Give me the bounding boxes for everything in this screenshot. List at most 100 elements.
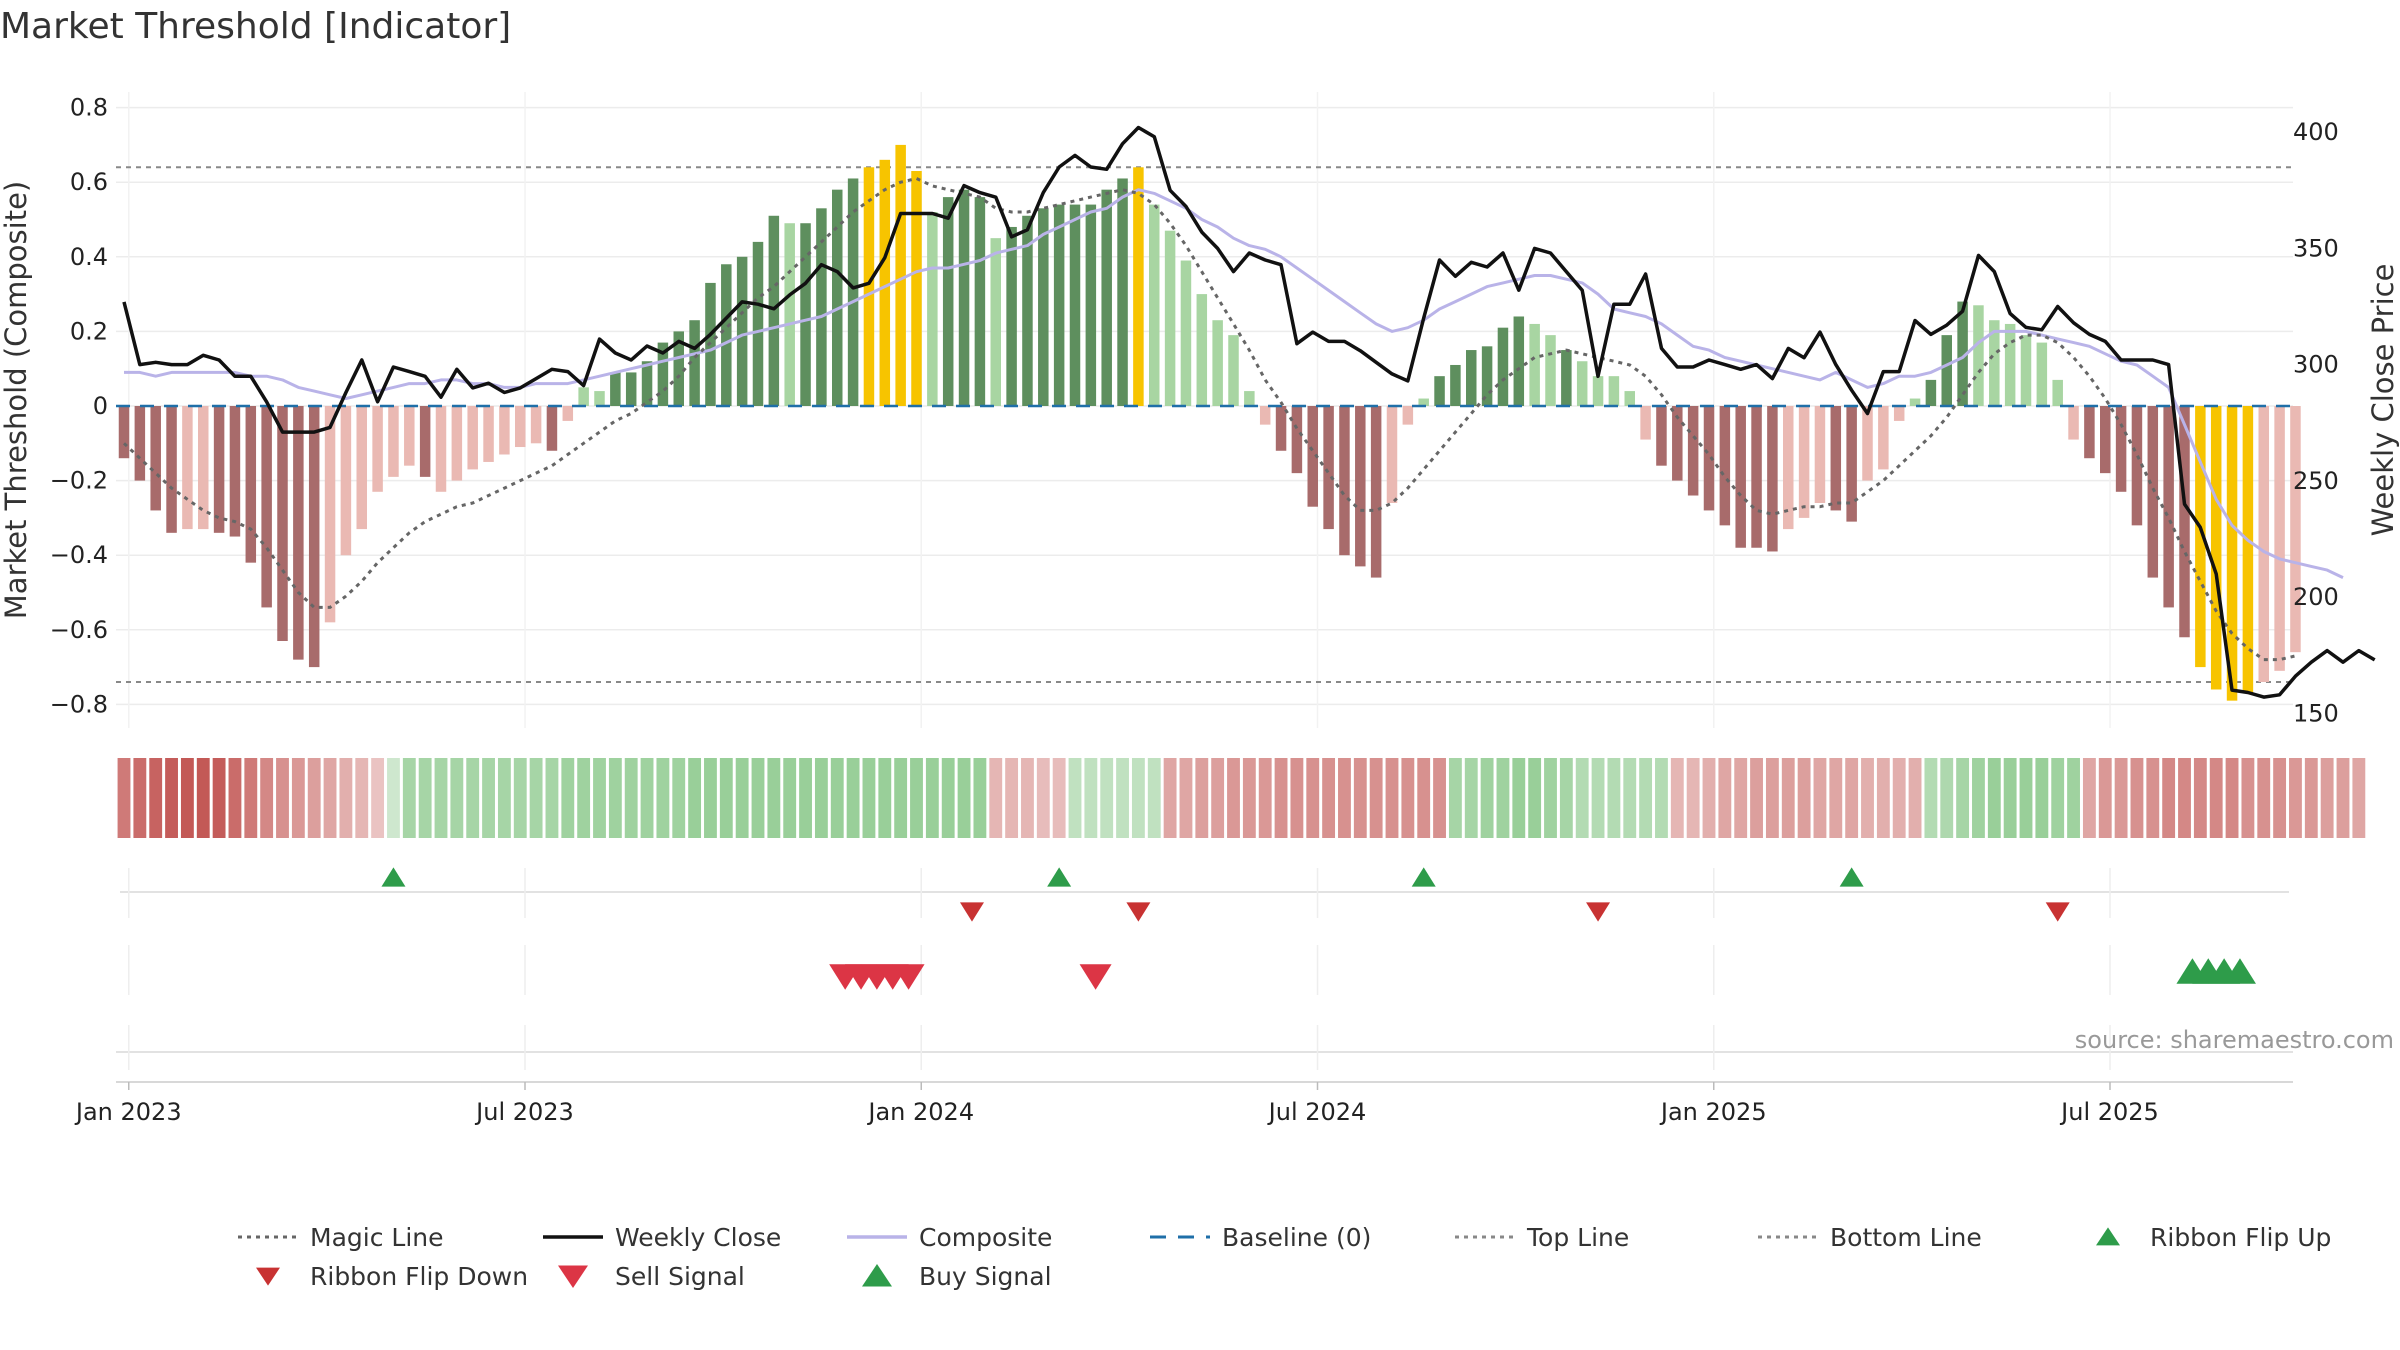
- y-tick-label: 0.4: [70, 243, 108, 271]
- ribbon-cell: [1734, 758, 1748, 838]
- ribbon-cell: [402, 758, 416, 838]
- ribbon-cell: [783, 758, 797, 838]
- chart-title: Market Threshold [Indicator]: [0, 6, 511, 47]
- right-axis-ticks: 400 350 300 250 200 150: [2293, 118, 2339, 727]
- legend-swatch: [256, 1267, 280, 1286]
- histogram-bar: [2163, 406, 2174, 608]
- magic-line-series: [122, 177, 2296, 662]
- weekly-close-series: [122, 125, 2376, 699]
- ribbon-cell: [1829, 758, 1843, 838]
- histogram-bar: [1656, 406, 1667, 466]
- histogram-bar: [1529, 323, 1540, 406]
- histogram-bar: [990, 238, 1001, 406]
- ribbon-cell: [1322, 758, 1336, 838]
- histogram-bar: [293, 406, 304, 660]
- y-tick-label: −0.8: [50, 690, 108, 718]
- ribbon-cell: [862, 758, 876, 838]
- histogram-bar: [1767, 406, 1778, 552]
- left-axis-ticks: 0.8 0.6 0.4 0.2 0 −0.2 −0.4 −0.6 −0.8: [50, 94, 108, 719]
- histogram-bar: [1909, 398, 1921, 406]
- histogram-bar: [546, 406, 558, 451]
- histogram-bar: [2290, 406, 2301, 653]
- ribbon-cell: [2130, 758, 2144, 838]
- legend-label: Baseline (0): [1222, 1223, 1371, 1252]
- y-tick-label: −0.6: [50, 616, 108, 644]
- histogram-bar: [1497, 327, 1509, 406]
- y2-tick-label: 200: [2293, 583, 2339, 611]
- histogram-bar: [974, 197, 986, 406]
- histogram-bar: [1355, 406, 1366, 567]
- histogram-bar: [2115, 406, 2127, 492]
- histogram-bar: [1703, 406, 1715, 511]
- ribbon-cell: [1908, 758, 1922, 838]
- ribbon-cell: [2336, 758, 2350, 838]
- ribbon-cell: [941, 758, 955, 838]
- ribbon-flip-up-marker: [381, 867, 406, 887]
- histogram-bar: [388, 406, 399, 477]
- ribbon-cell: [1274, 758, 1288, 838]
- histogram-bar: [134, 406, 146, 481]
- histogram-bar: [1180, 260, 1192, 406]
- right-axis-label: Weekly Close Price: [2366, 264, 2400, 537]
- ribbon-flip-down-marker: [959, 902, 984, 922]
- legend-label: Top Line: [1526, 1223, 1629, 1252]
- histogram-bar: [1941, 335, 1952, 406]
- histogram-bar: [1117, 178, 1128, 406]
- histogram-bar: [245, 406, 257, 563]
- histogram-bar: [1164, 230, 1176, 406]
- ribbon-cell: [1845, 758, 1859, 838]
- histogram-bar: [150, 406, 161, 511]
- histogram-bar: [1386, 406, 1398, 503]
- ribbon-flip-up-marker: [1411, 867, 1436, 887]
- histogram-bar: [1466, 350, 1477, 406]
- ribbon-cell: [1068, 758, 1082, 838]
- ribbon-cell: [1765, 758, 1779, 838]
- ribbon-cell: [1940, 758, 1954, 838]
- x-tick-label: Jan 2023: [74, 1098, 182, 1126]
- histogram-bar: [1624, 391, 1635, 406]
- histogram-bar: [1339, 406, 1350, 556]
- ribbon-cell: [925, 758, 939, 838]
- ribbon-cell: [2051, 758, 2065, 838]
- ribbon-cell: [2114, 758, 2128, 838]
- histogram-bar: [2210, 406, 2222, 690]
- histogram-bar: [1450, 364, 1461, 406]
- ribbon-cell: [2035, 758, 2049, 838]
- ribbon-cell: [1353, 758, 1367, 838]
- ribbon-flip-down-marker: [1586, 902, 1611, 922]
- ribbon-cell: [1417, 758, 1431, 838]
- y-tick-label: 0.6: [70, 168, 108, 196]
- legend-label: Buy Signal: [919, 1262, 1052, 1291]
- histogram-bar: [1957, 301, 1968, 406]
- ribbon-cell: [1750, 758, 1763, 838]
- legend-label: Magic Line: [310, 1223, 444, 1252]
- ribbon-cell: [1607, 758, 1621, 838]
- ribbon-cell: [1876, 758, 1890, 838]
- histogram-bar: [1576, 361, 1588, 406]
- y-tick-label: 0: [93, 392, 108, 420]
- ribbon-cell: [1987, 758, 2001, 838]
- histogram-bar: [2052, 379, 2063, 406]
- ribbon-cell: [688, 758, 702, 838]
- histogram-bar: [1053, 204, 1065, 406]
- histogram-bar: [1085, 204, 1097, 406]
- buy-signal-marker: [2223, 958, 2256, 984]
- histogram-bar: [1814, 406, 1826, 503]
- histogram-bar: [1244, 391, 1255, 406]
- ribbon-cell: [1211, 758, 1225, 838]
- ribbon-cell: [307, 758, 321, 838]
- ribbon-cell: [497, 758, 511, 838]
- histogram-bar: [800, 223, 811, 406]
- histogram-bar: [2258, 406, 2269, 683]
- histogram-bar: [1069, 204, 1081, 406]
- legend-item: Baseline (0): [1150, 1223, 1371, 1252]
- ribbon-cell: [482, 758, 495, 838]
- ribbon-cell: [1512, 758, 1526, 838]
- sell-signal-marker: [1079, 964, 1112, 990]
- ribbon-cell: [434, 758, 448, 838]
- ribbon-cell: [1591, 758, 1605, 838]
- histogram-bar: [1323, 406, 1334, 530]
- legend-label: Bottom Line: [1830, 1223, 1982, 1252]
- ribbon-cell: [704, 758, 717, 838]
- ribbon-cell: [1702, 758, 1716, 838]
